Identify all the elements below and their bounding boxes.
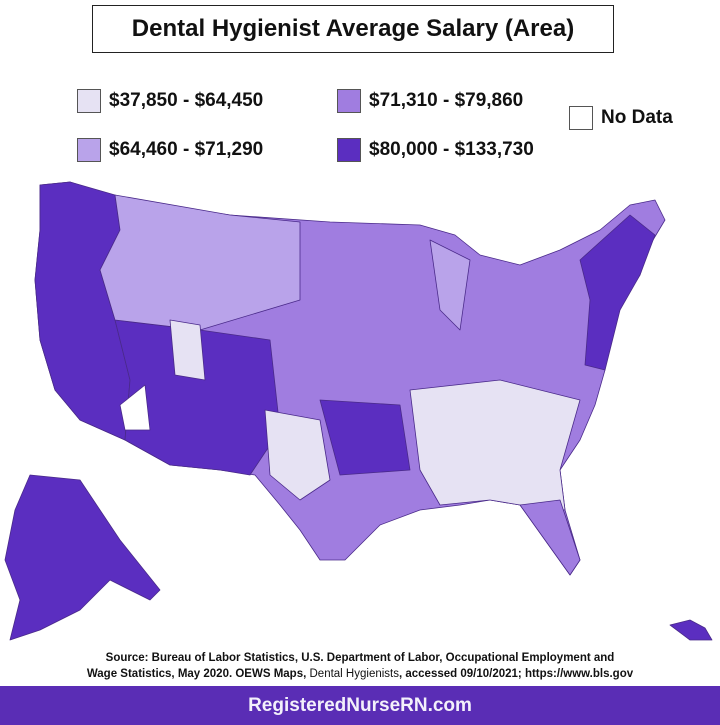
region-northeast bbox=[579, 214, 656, 371]
source-line-1: Source: Bureau of Labor Statistics, U.S.… bbox=[105, 652, 615, 664]
legend-swatch bbox=[337, 89, 361, 113]
region-alaska bbox=[4, 474, 161, 641]
source-link-dental-hygienists[interactable]: Dental Hygienists bbox=[309, 668, 399, 680]
source-line-2: Wage Statistics, May 2020. OEWS Maps, De… bbox=[0, 666, 720, 682]
us-salary-map bbox=[4, 181, 713, 641]
legend-item-3: $71,310 - $79,860 bbox=[337, 89, 523, 113]
legend-item-no-data: No Data bbox=[569, 106, 673, 130]
legend-swatch bbox=[569, 106, 593, 130]
region-florida bbox=[519, 499, 581, 576]
map-title: Dental Hygienist Average Salary (Area) bbox=[92, 5, 614, 53]
region-west-texas bbox=[264, 409, 331, 501]
legend-item-1: $37,850 - $64,450 bbox=[77, 89, 263, 113]
legend-swatch bbox=[77, 89, 101, 113]
legend-swatch bbox=[337, 138, 361, 162]
footer-banner: RegisteredNurseRN.com bbox=[0, 686, 720, 725]
region-oklahoma-dark bbox=[319, 399, 411, 476]
region-great-lakes bbox=[429, 239, 471, 331]
region-southeast bbox=[409, 379, 581, 511]
region-utah-light bbox=[169, 319, 206, 381]
source-accessed: , accessed 09/10/2021; https://www.bls.g… bbox=[398, 668, 634, 680]
legend-item-2: $64,460 - $71,290 bbox=[77, 138, 263, 162]
source-citation: Source: Bureau of Labor Statistics, U.S.… bbox=[0, 650, 720, 682]
region-nevada-white bbox=[119, 384, 151, 431]
legend-swatch bbox=[77, 138, 101, 162]
legend-item-4: $80,000 - $133,730 bbox=[337, 138, 534, 162]
source-text: Wage Statistics, May 2020. OEWS Maps, bbox=[86, 668, 307, 680]
region-hawaii bbox=[669, 619, 713, 641]
